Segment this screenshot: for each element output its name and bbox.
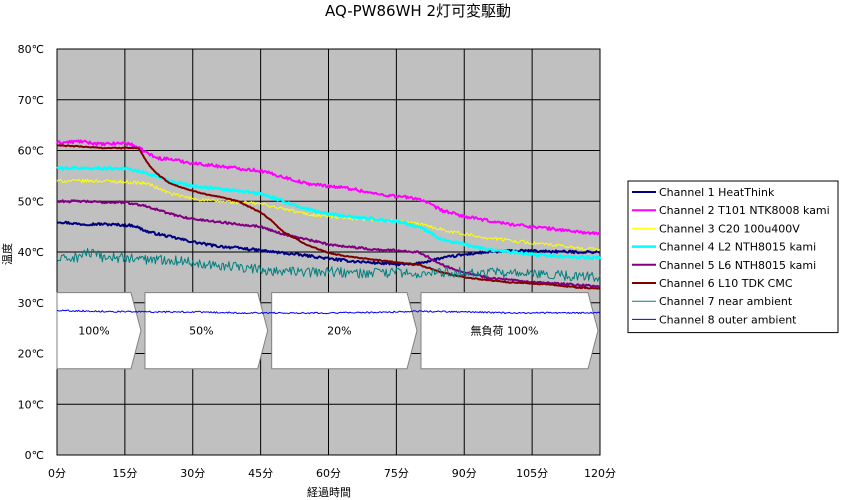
- y-tick-label: 10℃: [18, 398, 44, 411]
- axis-ticks: 0分 15分 30分 45分 60分 75分 90分 105分 120分 0℃ 10℃ 20℃ 30℃ 4…: [18, 43, 616, 480]
- x-tick-label: 75分: [384, 467, 409, 480]
- y-tick-label: 80℃: [18, 43, 44, 56]
- x-tick-label: 15分: [112, 467, 137, 480]
- series-line: [56, 309, 601, 315]
- legend-entry: Channel 3 C20 100u400V: [659, 222, 800, 235]
- y-tick-label: 60℃: [18, 145, 44, 158]
- x-tick-label: 45分: [248, 467, 273, 480]
- phase-label: 20%: [327, 325, 351, 338]
- series-line: [56, 178, 601, 252]
- series-line: [56, 165, 602, 261]
- legend-box: [627, 180, 839, 334]
- series-line: [56, 144, 601, 290]
- legend-entry: Channel 7 near ambient: [659, 295, 793, 308]
- x-tick-label: 105分: [516, 467, 548, 480]
- y-tick-label: 20℃: [18, 348, 44, 361]
- legend-entry: Channel 8 outer ambient: [659, 313, 797, 326]
- series-lines: [56, 139, 602, 315]
- legend: Channel 1 HeatThink Channel 2 T101 NTK800…: [627, 180, 839, 334]
- x-tick-label: 30分: [180, 467, 205, 480]
- phase-label: 無負荷 100%: [471, 324, 539, 338]
- x-tick-label: 60分: [316, 467, 341, 480]
- legend-entry: Channel 1 HeatThink: [659, 186, 775, 199]
- legend-entry: Channel 5 L6 NTH8015 kami: [659, 259, 816, 272]
- y-tick-label: 30℃: [18, 297, 44, 310]
- x-tick-label: 120分: [584, 467, 616, 480]
- y-tick-label: 0℃: [25, 449, 44, 462]
- legend-entry: Channel 4 L2 NTH8015 kami: [659, 241, 816, 254]
- series-line: [56, 248, 601, 282]
- legend-entry: Channel 6 L10 TDK CMC: [659, 277, 793, 290]
- y-tick-label: 40℃: [18, 246, 44, 259]
- phase-label: 50%: [189, 325, 213, 338]
- y-axis-label: 温度: [0, 243, 14, 265]
- series-line: [56, 199, 601, 288]
- y-tick-label: 70℃: [18, 94, 44, 107]
- x-axis-label: 経過時間: [307, 486, 351, 499]
- x-tick-label: 90分: [452, 467, 477, 480]
- chart-title: AQ-PW86WH 2灯可変駆動: [325, 2, 511, 20]
- legend-entry: Channel 2 T101 NTK8008 kami: [659, 204, 830, 217]
- phase-label: 100%: [78, 325, 109, 338]
- series-line: [56, 220, 601, 267]
- series-line: [56, 139, 601, 236]
- y-tick-label: 50℃: [18, 195, 44, 208]
- x-tick-label: 0分: [48, 467, 66, 480]
